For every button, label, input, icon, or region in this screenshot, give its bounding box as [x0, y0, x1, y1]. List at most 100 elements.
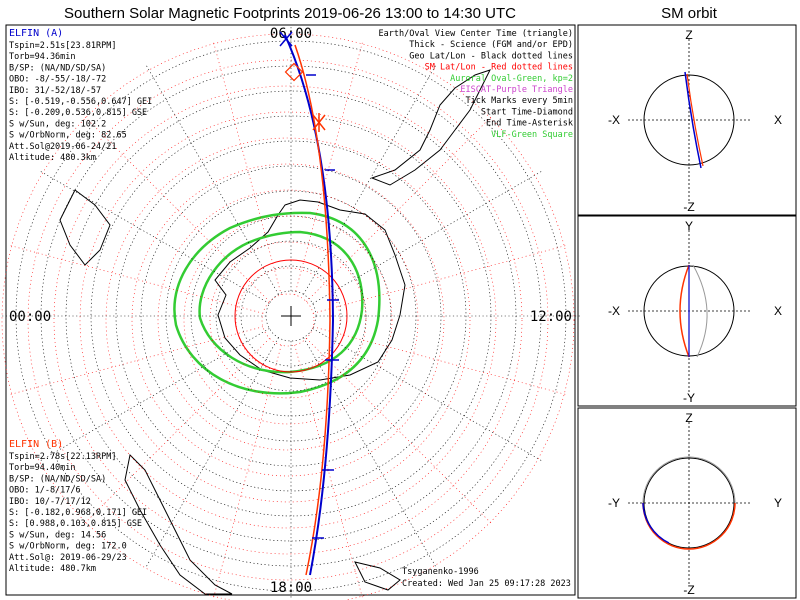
orbit-axis-label: -X [608, 304, 620, 318]
elfin-b-info: ELFIN (B) Tspin=2.78s[22.13RPM]Torb=94.40… [9, 439, 147, 574]
sm-lon-line [212, 39, 282, 295]
geo-lat-circle [215, 240, 367, 392]
legend-entry: Geo Lat/Lon - Black dotted lines [409, 51, 573, 61]
footer-author: Tsyganenko-1996 [402, 567, 479, 577]
orbit-trace-b [686, 73, 704, 167]
south-america-outline [370, 69, 491, 186]
orbit-trace-b [679, 264, 690, 358]
spacecraft-info-line: OBO: -8/-55/-18/-72 [9, 75, 106, 85]
spacecraft-name: ELFIN (A) [9, 28, 63, 39]
orbit-axis-label: Z [685, 28, 692, 42]
geo-lat-circle [115, 140, 467, 492]
orbit-trace-ref [692, 264, 708, 358]
spacecraft-info-line: OBO: 1/-8/17/6 [9, 486, 81, 496]
start-diamond-marker [284, 62, 304, 82]
geo-lon-line [312, 170, 543, 304]
sm-lat-circle [27, 59, 549, 581]
sm-lat-circle [209, 241, 367, 399]
orbit-axis-label: Y [685, 219, 693, 233]
orbit-trace-a [684, 71, 702, 169]
time-label-right: 12:00 [530, 309, 572, 325]
sm-lon-line [82, 338, 270, 526]
spacecraft-name: ELFIN (B) [9, 439, 63, 450]
orbit-trace-ref [642, 456, 736, 504]
spacecraft-info-line: Altitude: 480.3km [9, 153, 96, 163]
legend: Earth/Oval View Center Time (triangle)Th… [379, 29, 573, 140]
orbit-axis-label: -Z [683, 583, 694, 597]
spacecraft-info-line: S: [-0.519,-0.556,0.647] GEI [9, 97, 152, 107]
spacecraft-info-line: S w/OrbNorm, deg: 172.0 [9, 542, 127, 552]
orbit-axis-label: Y [774, 496, 782, 510]
sm-lat-circle [157, 189, 419, 451]
sm-lat-circle [183, 215, 393, 425]
time-label-bottom: 18:00 [270, 580, 312, 596]
orbit-axis-label: -Y [683, 391, 695, 405]
spacecraft-info-line: Att.Sol@2019-06-24/21 [9, 142, 116, 152]
spacecraft-info-line: Tspin=2.78s[22.13RPM] [9, 452, 116, 462]
sm-lon-line [306, 338, 494, 526]
spacecraft-info-line: S: [0.988,0.103,0.815] GSE [9, 519, 142, 529]
sm-lat-circle [261, 293, 315, 347]
polar-plot [1, 26, 581, 600]
sm-lat-circle [53, 85, 523, 555]
legend-entry: Earth/Oval View Center Time (triangle) [379, 29, 573, 39]
spacecraft-info-line: Altitude: 480.7km [9, 564, 96, 574]
geo-lon-line [312, 328, 543, 462]
spacecraft-info-line: Torb=94.36min [9, 52, 76, 62]
spacecraft-info-line: S: [-0.209,0.536,0.815] GSE [9, 108, 147, 118]
sm-lat-circle [1, 33, 575, 600]
sm-lat-circle [234, 259, 348, 373]
spacecraft-info-line: Att.Sol@: 2019-06-29/23 [9, 553, 127, 563]
sm-lon-line [313, 326, 569, 396]
spacecraft-info-line: S: [-0.182,0.968,0.171] GEI [9, 508, 147, 518]
spacecraft-info-line: S w/Sun, deg: 14.56 [9, 530, 106, 540]
sm-lon-line [7, 244, 263, 314]
geo-lon-line [145, 64, 279, 295]
sm-lat-circle [235, 267, 341, 373]
time-label-left: 00:00 [9, 309, 51, 325]
geo-lon-line [39, 170, 270, 304]
orbit-axis-label: X [774, 304, 782, 318]
sm-lon-line [294, 39, 364, 295]
sm-lon-line [82, 114, 270, 302]
spacecraft-info-line: Torb=94.40min [9, 463, 76, 473]
legend-entry: EISCAT-Purple Triangle [460, 85, 573, 95]
orbit-axis-label: Z [685, 411, 692, 425]
antarctica-outline [214, 199, 406, 381]
orbit-panel-frame [577, 407, 797, 599]
legend-entry: Start Time-Diamond [481, 107, 573, 117]
spacecraft-info-line: IBO: 31/-52/18/-57 [9, 86, 101, 96]
orbit-trace-a [642, 502, 670, 544]
footer-created: Created: Wed Jan 25 09:17:28 2023 [402, 579, 571, 589]
orbit-axis-label: X [774, 113, 782, 127]
spacecraft-info-line: IBO: 10/-7/17/12 [9, 497, 91, 507]
sm-orbit-panels: Z -Z -X X Y -Y -X X Z -Z -Y Y [577, 24, 797, 599]
auroral-oval-inner [198, 230, 364, 374]
legend-entry: SM Lat/Lon - Red dotted lines [425, 63, 573, 73]
track-ticks [306, 74, 339, 539]
elfin-b-track [294, 44, 331, 576]
spacecraft-info-line: S w/OrbNorm, deg: 82.65 [9, 131, 127, 141]
africa-outline [59, 189, 111, 266]
legend-entry: End Time-Asterisk [486, 119, 573, 129]
sm-lon-line [294, 345, 364, 600]
island-outline [354, 561, 401, 591]
sm-lon-line [313, 244, 569, 314]
elfin-a-info: ELFIN (A) Tspin=2.51s[23.81RPM]Torb=94.36… [9, 28, 152, 163]
sm-lat-circle [79, 111, 497, 529]
orbit-axis-label: -Y [608, 496, 620, 510]
orbit-title: SM orbit [661, 5, 718, 22]
spacecraft-info-line: S w/Sun, deg: 102.2 [9, 119, 106, 129]
geo-lat-circle [15, 40, 567, 592]
polar-plot-frame [5, 24, 576, 596]
start-asterisk-a [279, 31, 293, 47]
legend-entry: Auroral Oval-Green, kp=2 [450, 74, 573, 84]
spacecraft-info-line: Tspin=2.51s[23.81RPM] [9, 41, 116, 51]
orbit-panel-frame [577, 215, 797, 407]
spacecraft-info-line: B/SP: (NA/ND/SD/SA) [9, 63, 106, 73]
end-asterisk-marker [312, 113, 326, 132]
chart-title: Southern Solar Magnetic Footprints 2019-… [64, 5, 516, 22]
auroral-oval-outer [173, 211, 381, 395]
legend-entry: Thick - Science (FGM and/or EPD) [409, 40, 573, 50]
